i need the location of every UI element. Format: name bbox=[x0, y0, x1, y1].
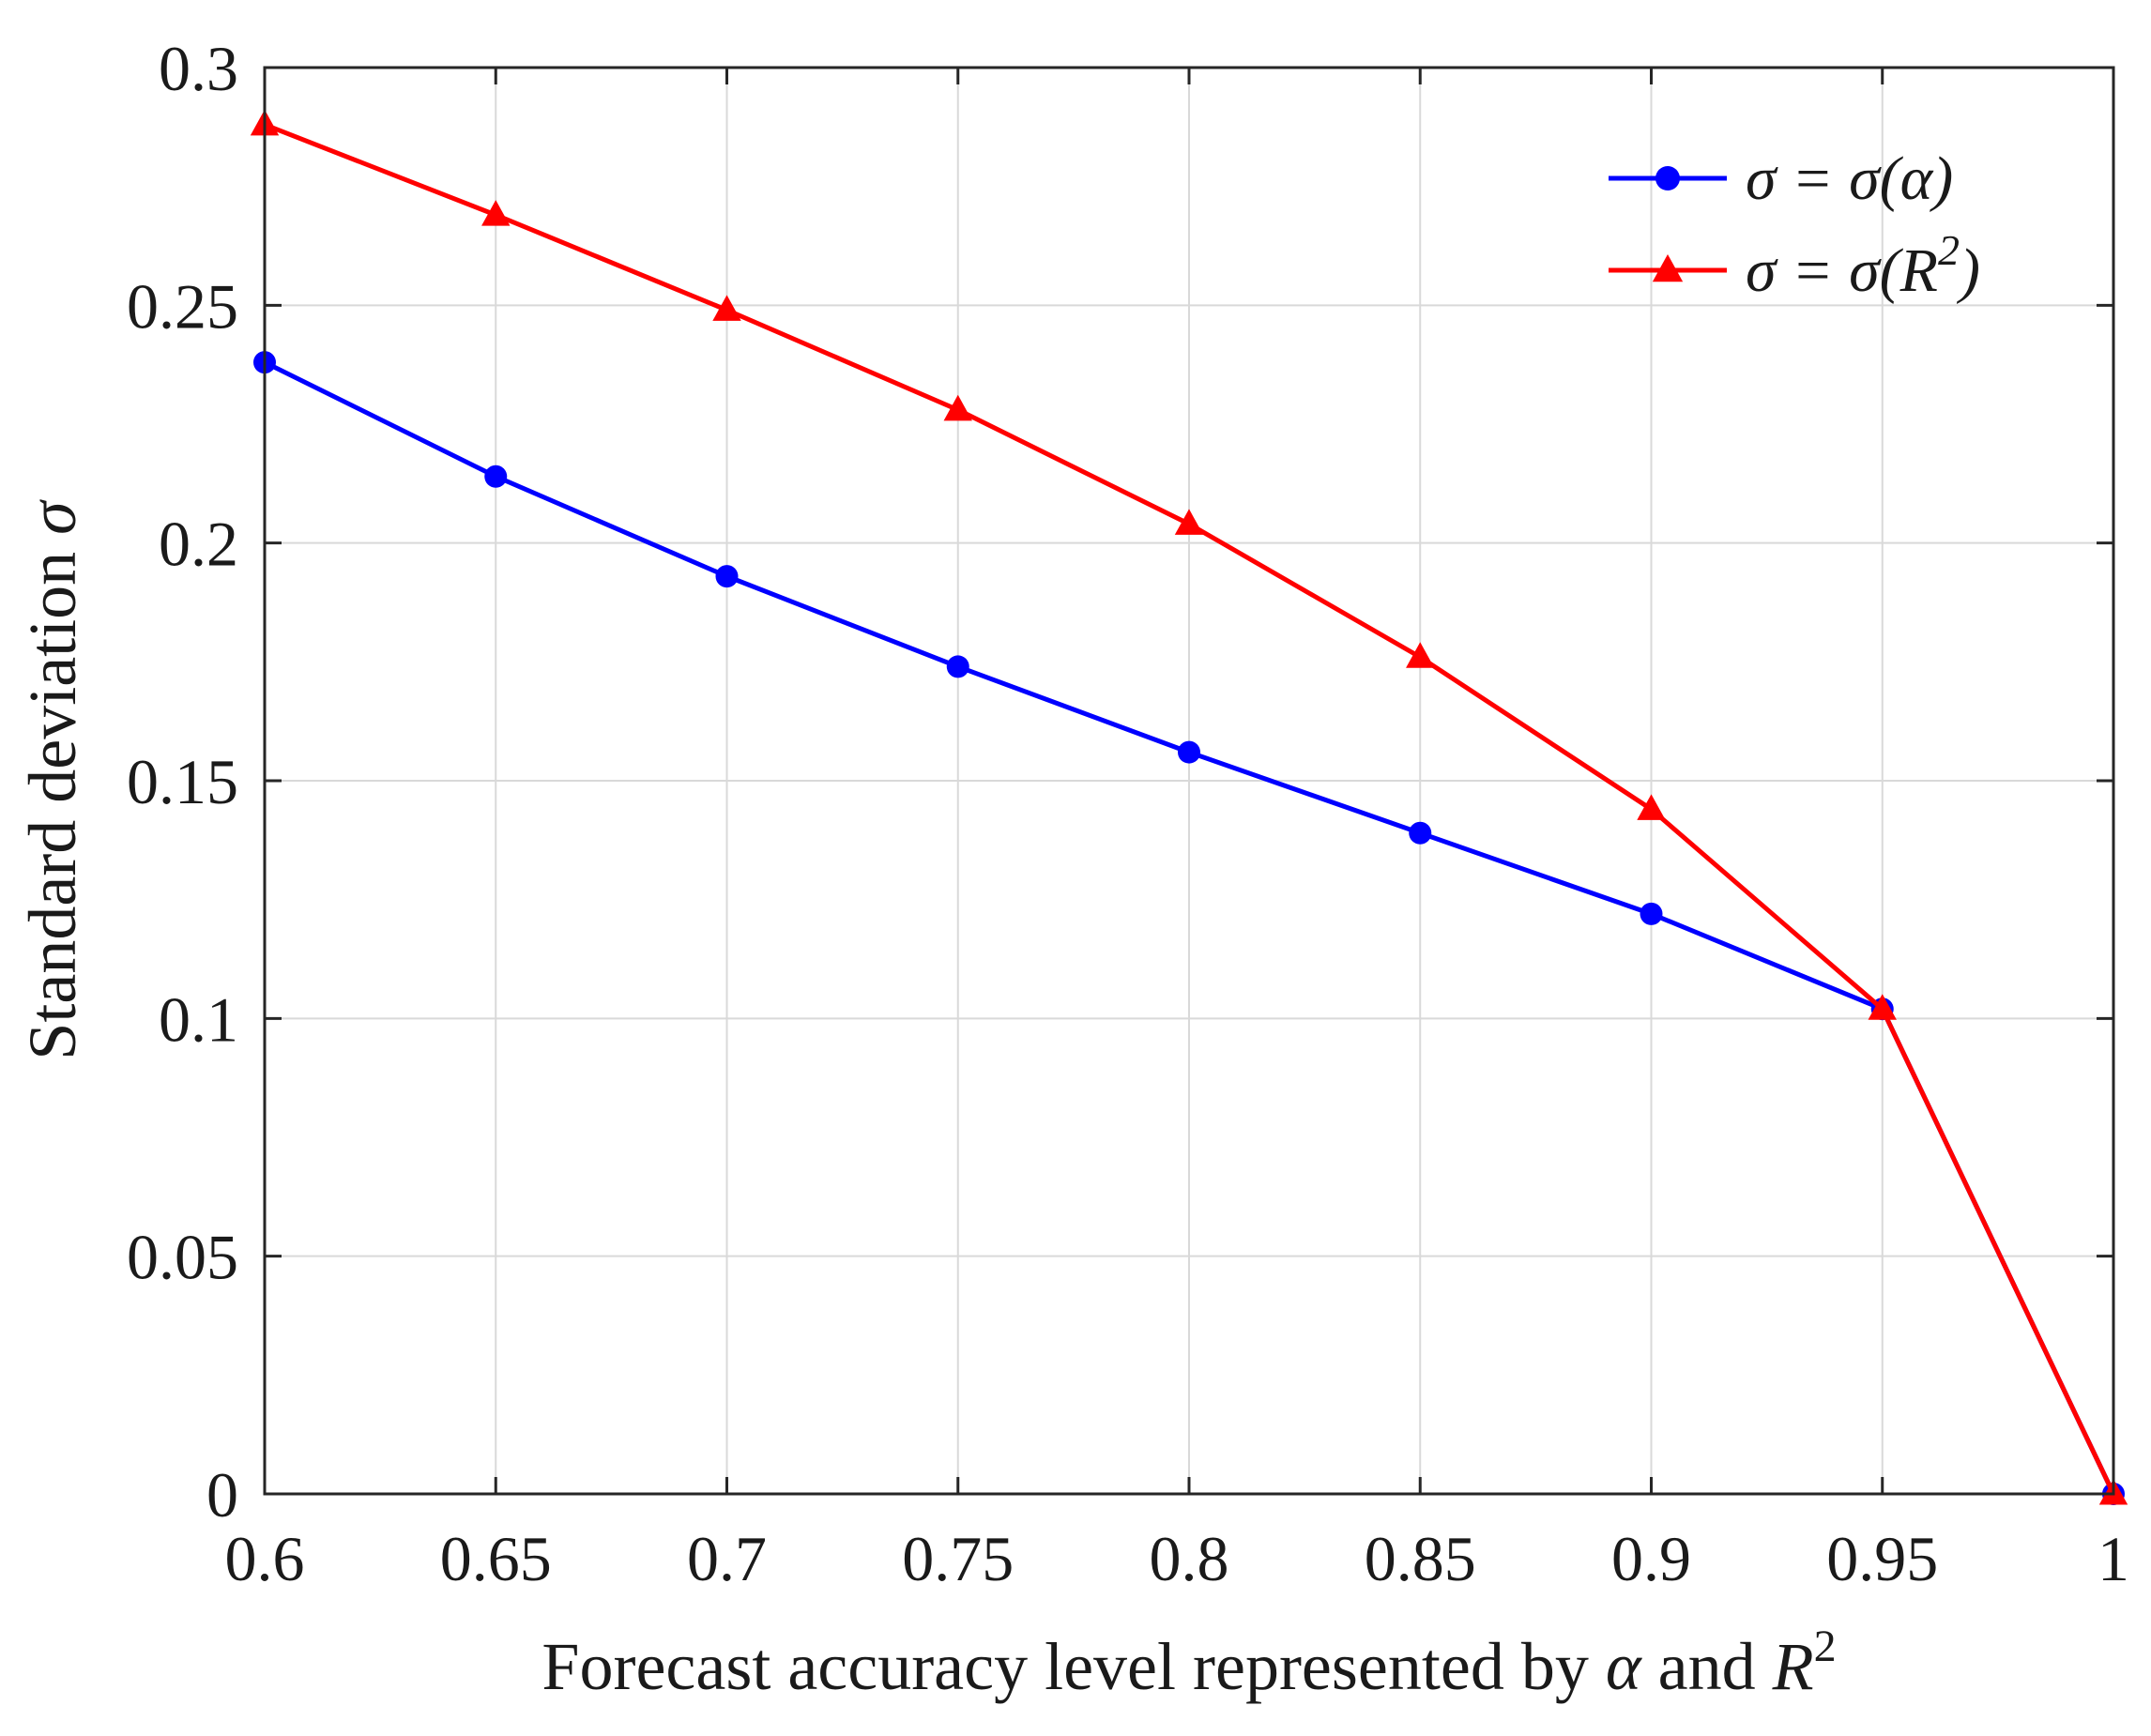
legend-marker-triangle bbox=[1652, 254, 1684, 282]
y-axis-title: Standard deviation σ bbox=[15, 499, 90, 1060]
data-point-alpha bbox=[1409, 821, 1432, 845]
x-tick-label: 0.95 bbox=[1826, 1523, 1938, 1594]
x-tick-label: 0.85 bbox=[1365, 1523, 1476, 1594]
data-point-alpha bbox=[484, 464, 508, 488]
x-axis-title: Forecast accuracy level represented by α… bbox=[542, 1622, 1836, 1704]
legend-label-r2: σ = σ(R2) bbox=[1746, 226, 1980, 305]
legend-entry-r2: σ = σ(R2) bbox=[1609, 226, 1980, 305]
legend-label-alpha: σ = σ(α) bbox=[1746, 145, 1953, 213]
data-point-alpha bbox=[1640, 902, 1663, 925]
y-tick-label: 0.25 bbox=[127, 270, 238, 342]
y-tick-label: 0.05 bbox=[127, 1222, 238, 1293]
y-tick-label: 0.15 bbox=[127, 746, 238, 817]
legend: σ = σ(α) σ = σ(R2) bbox=[1609, 145, 1980, 305]
data-point-r2 bbox=[712, 295, 741, 321]
legend-marker-circle bbox=[1655, 166, 1680, 190]
y-tick-label: 0 bbox=[206, 1459, 238, 1530]
data-point-r2 bbox=[481, 200, 511, 226]
x-tick-label: 0.6 bbox=[225, 1523, 305, 1594]
data-point-r2 bbox=[1406, 642, 1435, 668]
x-tick-label: 0.8 bbox=[1150, 1523, 1229, 1594]
y-tick-label: 0.3 bbox=[159, 33, 238, 104]
x-tick-label: 0.75 bbox=[902, 1523, 1014, 1594]
y-tick-label: 0.1 bbox=[159, 983, 238, 1055]
data-point-r2 bbox=[943, 394, 972, 421]
plot-frame bbox=[263, 66, 2115, 1496]
data-point-alpha bbox=[946, 655, 969, 678]
data-point-r2 bbox=[1174, 509, 1204, 535]
legend-entry-alpha: σ = σ(α) bbox=[1609, 145, 1953, 213]
series-layer bbox=[250, 109, 2128, 1505]
x-tick-label: 0.7 bbox=[687, 1523, 767, 1594]
x-tick-label: 0.9 bbox=[1611, 1523, 1691, 1594]
data-point-alpha bbox=[1178, 740, 1200, 764]
data-point-r2 bbox=[1637, 794, 1666, 820]
y-tick-label: 0.2 bbox=[159, 509, 238, 580]
data-point-r2 bbox=[1868, 994, 1897, 1020]
tick-labels: 0.6 0.65 0.7 0.75 0.8 0.85 0.9 0.95 1 0 0.05 0.1 0.1… bbox=[127, 33, 2129, 1594]
data-point-alpha bbox=[715, 565, 739, 588]
x-tick-label: 0.65 bbox=[440, 1523, 552, 1594]
x-tick-label: 1 bbox=[2098, 1523, 2129, 1594]
